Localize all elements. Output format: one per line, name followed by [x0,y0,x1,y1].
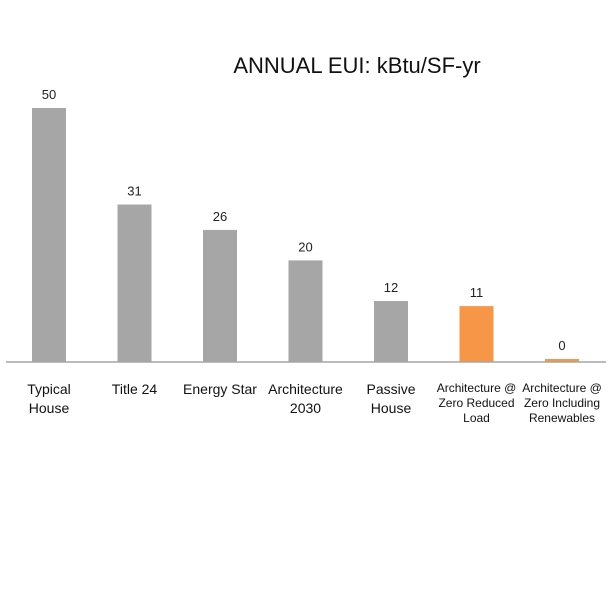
value-label-3: 20 [298,239,312,254]
bar-3 [288,260,323,362]
bar-1 [117,204,152,362]
category-label-4-line-0: Passive [366,381,415,397]
category-label-0-line-0: Typical [27,381,71,397]
category-label-5-line-0: Architecture @ [437,381,517,395]
bar-2 [203,229,237,362]
category-label-3-line-0: Architecture [268,381,343,397]
bar-0 [32,108,66,362]
category-label-1-line-0: Title 24 [112,381,158,397]
bar-6 [545,359,579,362]
category-label-6-line-0: Architecture @ [522,381,602,395]
category-label-2-line-0: Energy Star [183,381,257,397]
value-label-4: 12 [384,280,398,295]
value-label-group: 50 31 26 20 12 11 0 [42,87,566,353]
category-label-5-line-2: Load [463,411,490,425]
bar-group [32,108,579,362]
value-label-6: 0 [558,338,565,353]
bar-4 [374,301,408,362]
value-label-5: 11 [470,285,484,300]
chart-title: ANNUAL EUI: kBtu/SF-yr [233,53,480,78]
category-label-5-line-1: Zero Reduced [438,396,514,410]
bar-5 [459,306,494,362]
value-label-1: 31 [127,184,141,199]
category-label-6-line-2: Renewables [529,411,595,425]
category-label-4-line-1: House [371,400,412,416]
category-label-0-line-1: House [29,400,70,416]
category-label-6-line-1: Zero Including [524,396,600,410]
category-label-3-line-1: 2030 [290,400,321,416]
value-label-0: 50 [42,87,56,102]
value-label-2: 26 [213,209,227,224]
category-label-group: Typical House Title 24 Energy Star Architect… [27,381,602,425]
